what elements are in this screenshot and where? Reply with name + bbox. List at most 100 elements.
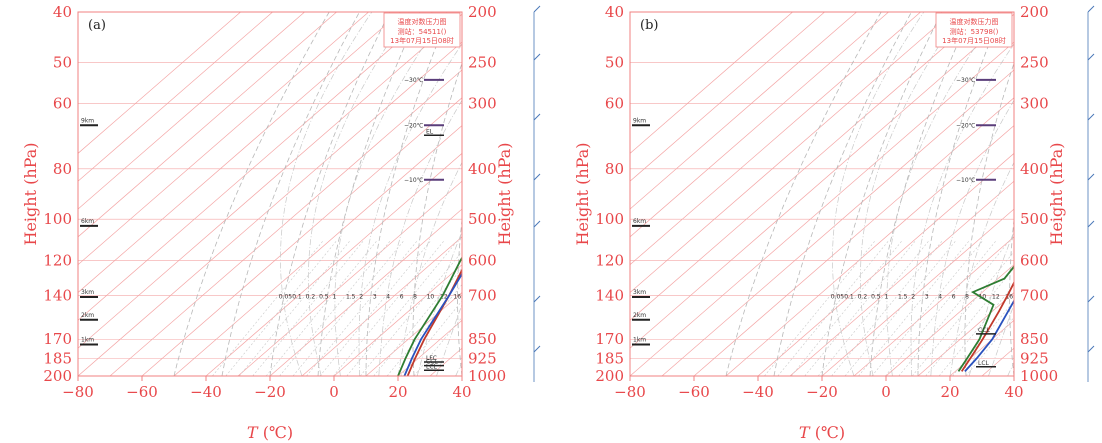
mixing-ratio-line <box>292 240 404 376</box>
x-tick-label: 20 <box>940 383 959 401</box>
x-tick-label: −40 <box>190 383 222 401</box>
mixing-ratio-line <box>346 240 458 376</box>
isotherm-line <box>821 208 1014 376</box>
y-left-axis-label: Height (hPa) <box>21 143 40 246</box>
y-right-tick-label: 400 <box>1020 160 1049 178</box>
wind-barb-mark <box>533 220 541 228</box>
annotation-label: CCL <box>426 359 438 366</box>
mixing-ratio-line <box>885 240 997 376</box>
annotation-label: LCL <box>978 360 990 367</box>
isotherm-line <box>78 12 369 266</box>
isotherm-mark-label: −20℃ <box>404 122 424 129</box>
parcel-series-line <box>964 299 1014 373</box>
panel-a: 0.05 0.1 0.2 0.5 1 1.5 2 3 4 6 8 10 12 16 20 30−80 −60 −4… <box>21 3 750 442</box>
wind-barb-mark <box>1087 173 1095 181</box>
mixing-ratio-line <box>373 267 462 376</box>
isotherm-mark-label: −10℃ <box>404 177 424 184</box>
x-axis-label-symbol: T <box>247 423 263 442</box>
x-tick-label: 40 <box>452 383 471 401</box>
y-right-tick-label: 300 <box>468 95 497 113</box>
mixing-ratio-line <box>925 267 1014 376</box>
x-tick-label: 0 <box>329 383 339 401</box>
mixing-ratio-label: 10 <box>979 293 987 300</box>
y-right-axis-label: Height (hPa) <box>1047 143 1066 246</box>
isotherm-line <box>78 12 273 182</box>
y-left-tick-label: 140 <box>43 286 72 304</box>
mixing-ratio-line <box>858 240 970 376</box>
mixing-ratio-line <box>413 316 462 376</box>
height-mark-label: 2km <box>81 312 94 319</box>
y-right-tick-label: 1000 <box>468 367 506 385</box>
moist-adiabat-line <box>988 303 1014 376</box>
y-right-tick-label: 925 <box>468 349 497 367</box>
y-right-tick-label: 500 <box>1020 210 1049 228</box>
y-right-tick-label: 700 <box>1020 286 1049 304</box>
moist-adiabat-line <box>280 12 373 376</box>
y-left-tick-label: 60 <box>605 95 624 113</box>
mixing-ratio-line <box>898 240 1010 376</box>
mixing-ratio-label: 12 <box>992 293 1000 300</box>
parcel-series-line <box>403 272 462 376</box>
moist-adiabat-line <box>949 161 1014 376</box>
x-tick-label: −40 <box>742 383 774 401</box>
mixing-ratio-label: 1.5 <box>898 293 908 300</box>
x-tick-label: −20 <box>806 383 838 401</box>
wind-barb-mark <box>1087 113 1095 121</box>
mixing-ratio-line <box>306 240 418 376</box>
mixing-ratio-label: 1 <box>333 293 337 300</box>
wind-barb-mark <box>533 345 541 353</box>
wind-barb-mark <box>1087 345 1095 353</box>
y-left-tick-label: 40 <box>605 3 624 21</box>
isotherm-line <box>78 12 337 238</box>
wind-barb-mark <box>1087 295 1095 303</box>
isotherm-mark-label: −10℃ <box>956 177 976 184</box>
dry-adiabat-line <box>821 12 943 376</box>
mixing-ratio-label: 6 <box>952 293 956 300</box>
dry-adiabat-line <box>687 12 750 376</box>
isotherm-line <box>630 12 985 321</box>
x-tick-label: −60 <box>678 383 710 401</box>
info-title: 温度对数压力图 <box>950 17 999 26</box>
dry-adiabat-line <box>917 12 1003 376</box>
mixing-ratio-line <box>804 240 916 376</box>
info-station: 测站：54511() <box>398 27 447 36</box>
x-axis-label: T (℃) <box>247 423 293 442</box>
y-right-axis-label: Height (hPa) <box>495 143 514 246</box>
y-right-tick-label: 600 <box>1020 251 1049 269</box>
mixing-ratio-label: 2 <box>911 293 915 300</box>
mixing-ratio-line <box>225 240 337 376</box>
dry-adiabat-line <box>541 12 572 376</box>
y-left-tick-label: 60 <box>53 95 72 113</box>
dry-adiabat-line <box>173 12 330 376</box>
y-left-tick-label: 100 <box>43 210 72 228</box>
moist-adiabat-line <box>358 43 462 376</box>
height-mark-label: 1km <box>81 337 94 344</box>
height-mark-label: 2km <box>633 312 646 319</box>
isotherm-line <box>630 12 921 266</box>
x-tick-label: 20 <box>388 383 407 401</box>
mixing-ratio-label: 1.5 <box>346 293 356 300</box>
mixing-ratio-label: 8 <box>413 293 417 300</box>
y-left-tick-label: 185 <box>43 349 72 367</box>
dry-adiabat-line <box>1009 216 1014 376</box>
info-title: 温度对数压力图 <box>398 17 447 26</box>
mixing-ratio-label: 0.5 <box>871 293 881 300</box>
isotherm-line <box>333 264 462 376</box>
mixing-ratio-line <box>386 284 462 376</box>
isotherm-line <box>78 12 305 210</box>
y-right-tick-label: 250 <box>468 53 497 71</box>
dry-adiabat-line <box>725 12 882 376</box>
moist-adiabat-line <box>308 12 410 376</box>
y-right-tick-label: 200 <box>1020 3 1049 21</box>
dry-adiabat-line <box>365 12 451 376</box>
mixing-ratio-line <box>212 240 324 376</box>
moist-adiabat-line <box>334 12 448 376</box>
moist-adiabat-line <box>910 43 1014 376</box>
mixing-ratio-line <box>817 240 930 376</box>
mixing-ratio-label: 0.1 <box>292 293 302 300</box>
dewpoint-series-line <box>397 256 462 376</box>
isotherm-line <box>78 12 401 293</box>
mixing-ratio-label: 3 <box>925 293 929 300</box>
plot-frame <box>77 11 463 377</box>
